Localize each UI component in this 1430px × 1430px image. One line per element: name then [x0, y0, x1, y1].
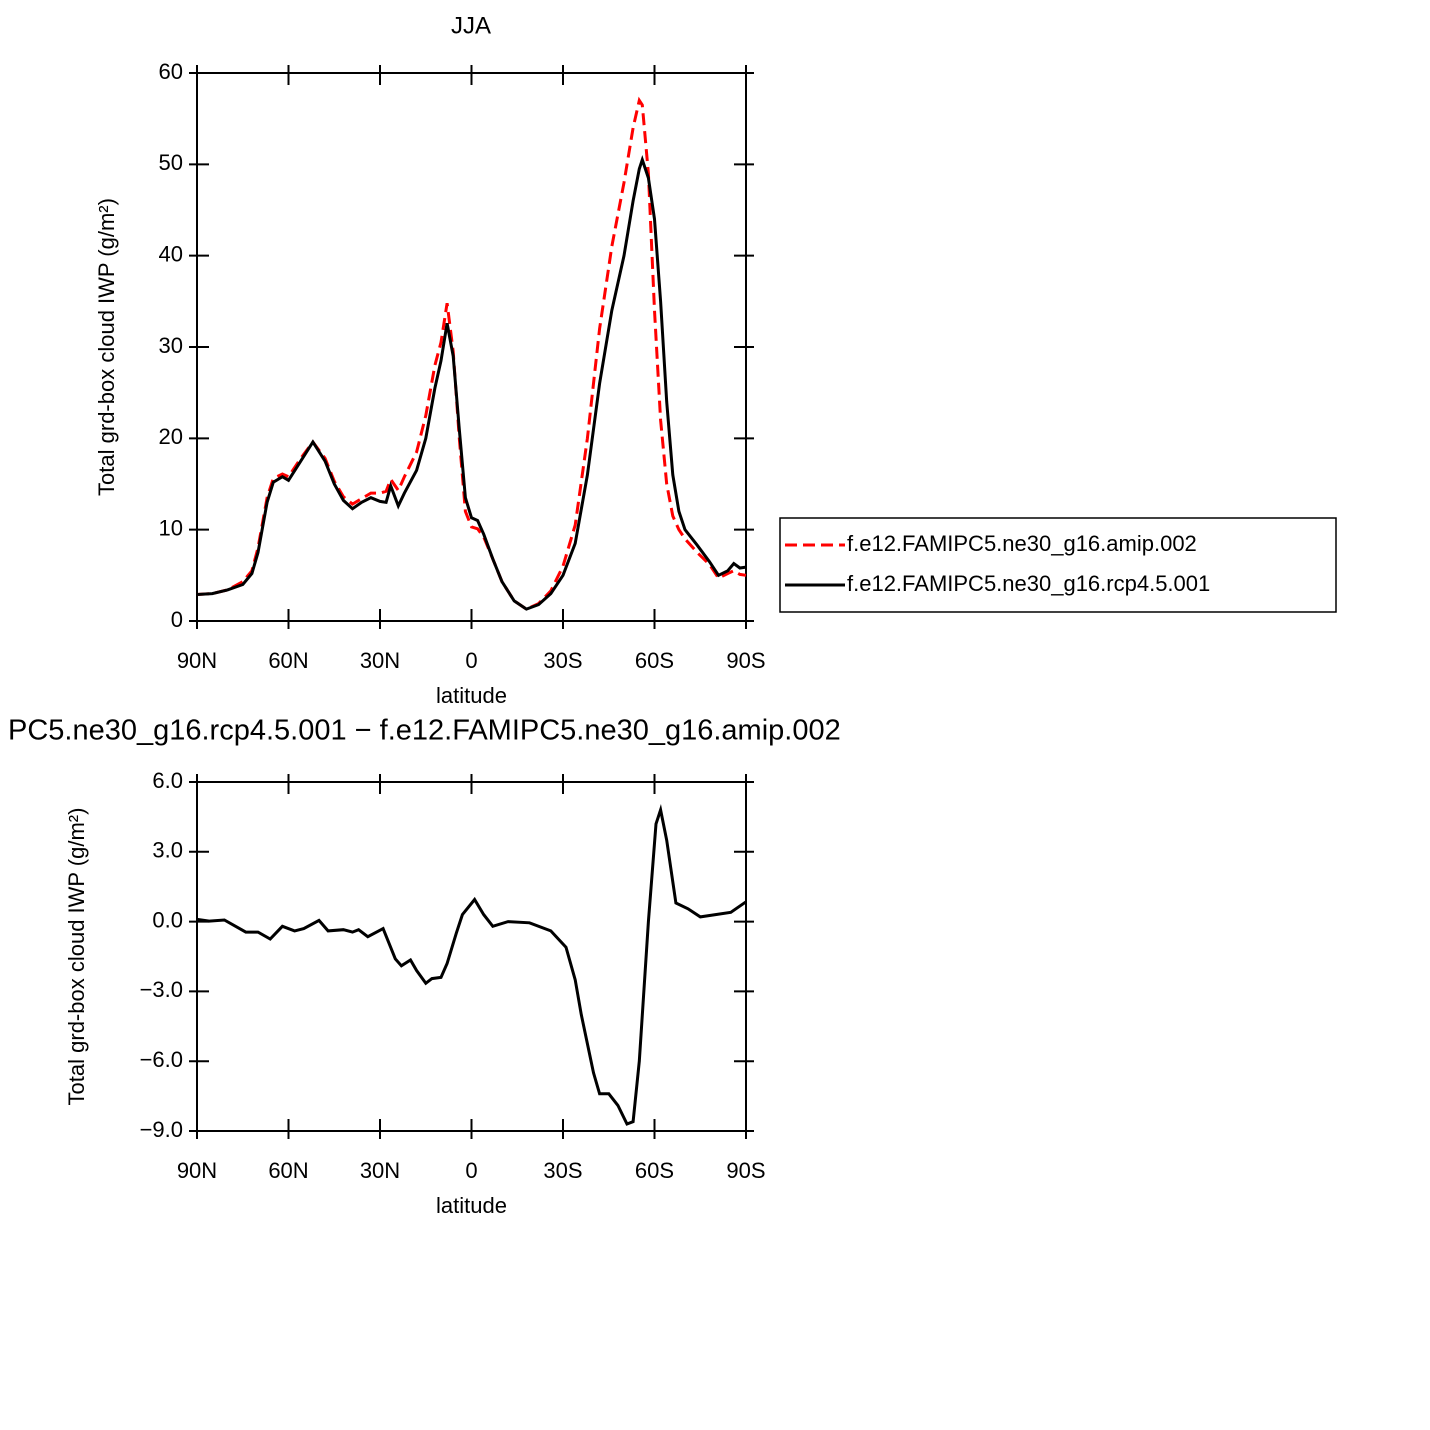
- y-tick-label: 20: [159, 424, 183, 449]
- plot-frame: [196, 781, 747, 1132]
- data-line: [196, 155, 747, 611]
- y-tick-label: 3.0: [152, 838, 183, 863]
- data-line: [196, 804, 747, 1126]
- y-tick-label: −6.0: [140, 1047, 183, 1072]
- x-tick-label: 60S: [635, 648, 674, 673]
- y-tick-label: 10: [159, 515, 183, 540]
- x-tick-label: 0: [465, 1158, 477, 1183]
- x-tick-label: 90S: [726, 648, 765, 673]
- x-tick-label: 90S: [726, 1158, 765, 1183]
- y-tick-label: 50: [159, 150, 183, 175]
- y-tick-label: −3.0: [140, 977, 183, 1002]
- x-axis-label: latitude: [436, 1193, 507, 1218]
- legend-label: f.e12.FAMIPC5.ne30_g16.rcp4.5.001: [847, 571, 1210, 596]
- x-tick-label: 30S: [543, 648, 582, 673]
- y-tick-label: −9.0: [140, 1117, 183, 1142]
- legend-label: f.e12.FAMIPC5.ne30_g16.amip.002: [847, 531, 1197, 556]
- chart-title: JJA: [451, 12, 491, 39]
- x-tick-label: 30N: [360, 1158, 400, 1183]
- x-tick-label: 90N: [177, 648, 217, 673]
- x-axis-label: latitude: [436, 683, 507, 708]
- x-tick-label: 30N: [360, 648, 400, 673]
- y-tick-label: 6.0: [152, 768, 183, 793]
- x-tick-label: 60N: [268, 1158, 308, 1183]
- x-tick-label: 60S: [635, 1158, 674, 1183]
- y-tick-label: 40: [159, 241, 183, 266]
- x-tick-label: 30S: [543, 1158, 582, 1183]
- y-tick-label: 0.0: [152, 907, 183, 932]
- y-axis-label: Total grd-box cloud IWP (g/m²): [94, 198, 119, 496]
- x-tick-label: 60N: [268, 648, 308, 673]
- y-tick-label: 30: [159, 333, 183, 358]
- legend-box: [779, 517, 1337, 613]
- y-tick-label: 0: [171, 607, 183, 632]
- y-axis-label: Total grd-box cloud IWP (g/m²): [64, 808, 89, 1106]
- x-tick-label: 0: [465, 648, 477, 673]
- y-tick-label: 60: [159, 59, 183, 84]
- chart-title: PC5.ne30_g16.rcp4.5.001 − f.e12.FAMIPC5.…: [8, 715, 841, 747]
- x-tick-label: 90N: [177, 1158, 217, 1183]
